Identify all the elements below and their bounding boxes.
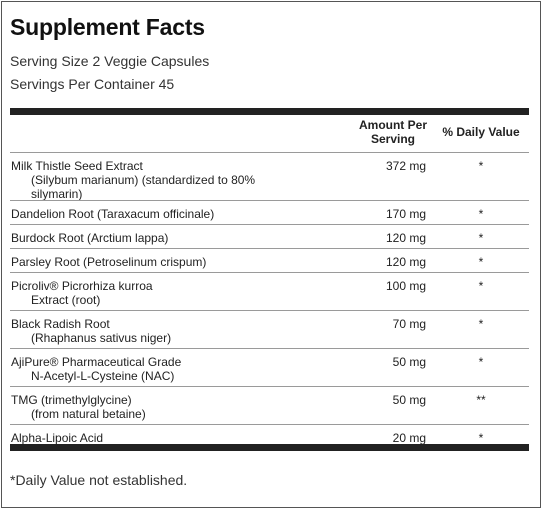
table-row: Alpha-Lipoic Acid 20 mg *	[10, 424, 529, 447]
amount-per-serving: 120 mg	[385, 231, 426, 245]
ingredient-line1: Burdock Root (Arctium lappa)	[11, 231, 169, 245]
amount-per-serving: 120 mg	[385, 255, 426, 269]
amount-per-serving: 20 mg	[392, 431, 426, 445]
daily-value-percent: *	[478, 159, 484, 173]
table-row: Milk Thistle Seed Extract (Silybum maria…	[10, 152, 529, 201]
amount-per-serving: 50 mg	[392, 355, 426, 369]
table-row: Black Radish Root (Rhaphanus sativus nig…	[10, 310, 529, 348]
amount-per-serving: 50 mg	[392, 393, 426, 407]
table-row: Burdock Root (Arctium lappa) 120 mg *	[10, 224, 529, 248]
amount-per-serving: 70 mg	[392, 317, 426, 331]
panel-title: Supplement Facts	[10, 14, 205, 40]
ingredient-name: Alpha-Lipoic Acid	[11, 431, 311, 445]
ingredient-table: Milk Thistle Seed Extract (Silybum maria…	[10, 152, 529, 447]
ingredient-line1: Parsley Root (Petroselinum crispum)	[11, 255, 207, 269]
daily-value-percent: **	[476, 393, 486, 407]
ingredient-line1: Dandelion Root (Taraxacum officinale)	[11, 207, 215, 221]
ingredient-name: AjiPure® Pharmaceutical Grade N-Acetyl-L…	[11, 355, 311, 383]
amount-header-line2: Serving	[370, 132, 415, 146]
ingredient-line2: N-Acetyl-L-Cysteine (NAC)	[31, 369, 175, 383]
ingredient-name: Milk Thistle Seed Extract (Silybum maria…	[11, 159, 311, 201]
daily-value-percent: *	[478, 255, 484, 269]
serving-size: Serving Size 2 Veggie Capsules	[10, 53, 210, 69]
daily-value-footnote: *Daily Value not established.	[10, 472, 188, 488]
ingredient-line1: Alpha-Lipoic Acid	[11, 431, 104, 445]
bottom-divider-bar	[10, 444, 529, 451]
amount-per-serving: 372 mg	[385, 159, 426, 173]
ingredient-line1: Milk Thistle Seed Extract	[11, 159, 143, 173]
amount-header-line1: Amount Per	[358, 118, 427, 132]
table-row: TMG (trimethylglycine) (from natural bet…	[10, 386, 529, 424]
daily-value-percent: *	[478, 207, 484, 221]
ingredient-line1: Black Radish Root	[11, 317, 110, 331]
table-row: Dandelion Root (Taraxacum officinale) 17…	[10, 200, 529, 224]
ingredient-name: Burdock Root (Arctium lappa)	[11, 231, 311, 245]
ingredient-name: Picroliv® Picrorhiza kurroa Extract (roo…	[11, 279, 311, 307]
ingredient-line2: (Rhaphanus sativus niger)	[31, 331, 172, 345]
amount-per-serving-header: Amount Per Serving	[350, 118, 436, 146]
daily-value-percent: *	[478, 355, 484, 369]
table-row: AjiPure® Pharmaceutical Grade N-Acetyl-L…	[10, 348, 529, 386]
ingredient-line1: TMG (trimethylglycine)	[11, 393, 132, 407]
ingredient-name: TMG (trimethylglycine) (from natural bet…	[11, 393, 311, 421]
ingredient-line1: AjiPure® Pharmaceutical Grade	[11, 355, 182, 369]
daily-value-percent: *	[478, 279, 484, 293]
top-divider-bar	[10, 108, 529, 115]
amount-per-serving: 170 mg	[385, 207, 426, 221]
ingredient-name: Black Radish Root (Rhaphanus sativus nig…	[11, 317, 311, 345]
servings-per-container: Servings Per Container 45	[10, 76, 175, 92]
ingredient-name: Dandelion Root (Taraxacum officinale)	[11, 207, 311, 221]
table-row: Picroliv® Picrorhiza kurroa Extract (roo…	[10, 272, 529, 310]
daily-value-percent: *	[478, 231, 484, 245]
daily-value-percent: *	[478, 431, 484, 445]
daily-value-header: % Daily Value	[442, 125, 520, 139]
ingredient-line2: (from natural betaine)	[31, 407, 146, 421]
ingredient-line2: Extract (root)	[31, 293, 101, 307]
daily-value-percent: *	[478, 317, 484, 331]
ingredient-name: Parsley Root (Petroselinum crispum)	[11, 255, 311, 269]
table-row: Parsley Root (Petroselinum crispum) 120 …	[10, 248, 529, 272]
ingredient-line1: Picroliv® Picrorhiza kurroa	[11, 279, 153, 293]
ingredient-line3: silymarin)	[31, 187, 83, 201]
ingredient-line2: (Silybum marianum) (standardized to 80%	[31, 173, 256, 187]
amount-per-serving: 100 mg	[385, 279, 426, 293]
